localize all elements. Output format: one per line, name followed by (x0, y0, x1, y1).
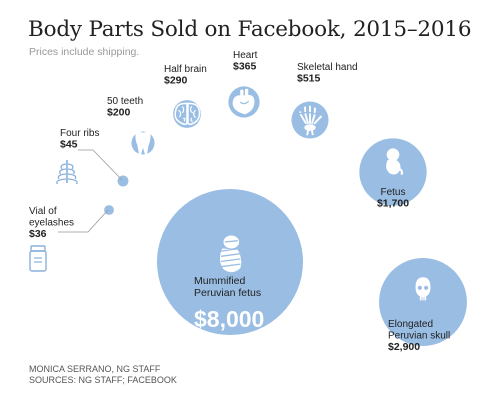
leader-line-vial-of-eyelashes (58, 209, 109, 233)
bubble-elongated-peruvian-skull (379, 258, 467, 346)
leader-line-four-ribs (78, 149, 123, 181)
bubble-group-four-ribs: Four ribs$45 (56, 128, 129, 187)
credits: MONICA SERRANO, NG STAFF SOURCES: NG STA… (29, 364, 177, 386)
sources-line: SOURCES: NG STAFF; FACEBOOK (29, 375, 177, 385)
price-half-brain: $290 (164, 75, 188, 87)
price-skeletal-hand: $515 (297, 73, 321, 85)
price-50-teeth: $200 (107, 107, 131, 119)
price-fetus: $1,700 (377, 198, 409, 210)
label-skeletal-hand-line-1: Skeletal hand (297, 62, 358, 73)
label-heart-line-1: Heart (233, 50, 258, 61)
bubble-group-50-teeth: 50 teeth$200 (107, 96, 155, 157)
label-vial-of-eyelashes-line-1: Vial of (29, 206, 57, 217)
bubble-group-fetus: Fetus$1,700 (359, 138, 427, 210)
price-four-ribs: $45 (60, 139, 78, 151)
price-vial-of-eyelashes: $36 (29, 228, 47, 240)
label-vial-of-eyelashes-line-2: eyelashes (29, 218, 74, 229)
fetus-icon (386, 148, 404, 176)
label-elongated-peruvian-skull-line-1: Elongated (388, 319, 433, 330)
bubble-group-skeletal-hand: Skeletal hand$515 (291, 62, 358, 139)
hand-bones-icon (299, 105, 322, 136)
label-50-teeth-line-1: 50 teeth (107, 96, 143, 107)
price-mummified-peruvian-fetus: $8,000 (194, 306, 264, 332)
skull-icon (415, 277, 431, 301)
label-fetus-line-1: Fetus (380, 187, 405, 198)
price-heart: $365 (233, 61, 257, 73)
brain-icon (174, 102, 201, 126)
bubble-vial-of-eyelashes (104, 205, 114, 215)
label-mummified-peruvian-fetus-line-2: Peruvian fetus (194, 287, 261, 299)
label-elongated-peruvian-skull-line-2: Peruvian skull (388, 331, 450, 342)
price-elongated-peruvian-skull: $2,900 (388, 341, 420, 353)
heart-icon (232, 88, 255, 115)
mummy-icon (219, 235, 242, 273)
vial-icon (29, 245, 47, 272)
chart-subtitle: Prices include shipping. (29, 46, 140, 58)
label-mummified-peruvian-fetus-line-1: Mummified (194, 275, 246, 287)
label-four-ribs-line-1: Four ribs (60, 128, 99, 139)
label-half-brain-line-1: Half brain (164, 64, 207, 75)
bubble-group-half-brain: Half brain$290 (164, 64, 207, 128)
ribcage-icon (56, 160, 78, 185)
credit-line: MONICA SERRANO, NG STAFF (29, 364, 161, 374)
chart-title: Body Parts Sold on Facebook, 2015–2016 (28, 17, 472, 42)
tooth-icon (135, 131, 151, 157)
bubble-group-heart: Heart$365 (228, 50, 260, 118)
